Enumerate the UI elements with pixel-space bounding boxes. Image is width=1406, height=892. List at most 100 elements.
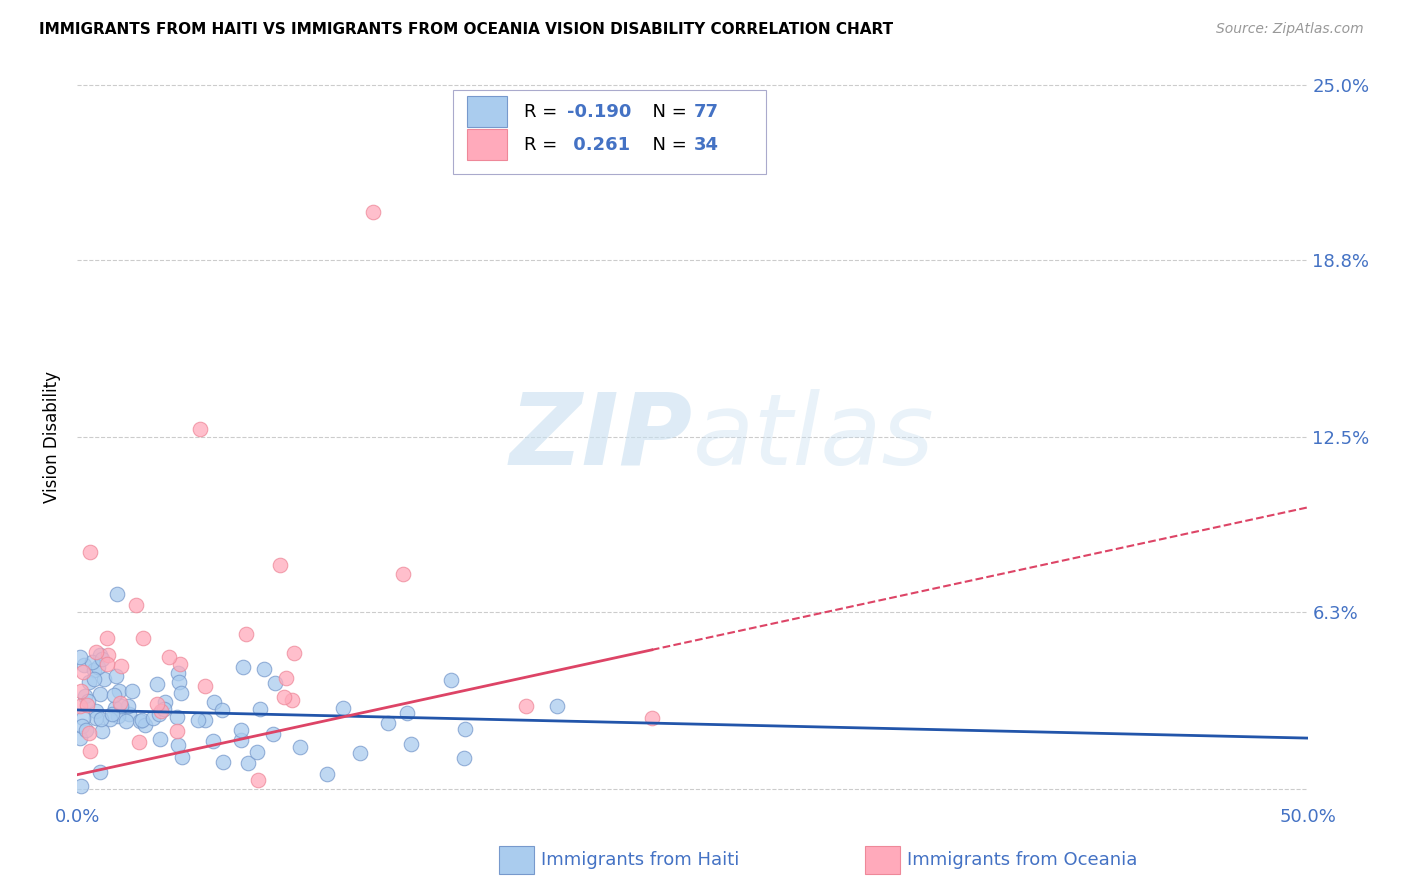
Point bbox=[103, 688, 125, 702]
Point bbox=[90, 652, 112, 666]
Point bbox=[101, 707, 124, 722]
Point bbox=[76, 698, 98, 713]
Point bbox=[264, 676, 287, 690]
Text: 0.261: 0.261 bbox=[567, 136, 630, 153]
Point bbox=[332, 701, 354, 715]
Point bbox=[169, 657, 191, 672]
Point bbox=[153, 695, 176, 709]
Point bbox=[249, 701, 271, 715]
Point bbox=[149, 732, 172, 747]
Text: 77: 77 bbox=[693, 103, 718, 120]
FancyBboxPatch shape bbox=[453, 90, 766, 174]
Point bbox=[454, 722, 477, 736]
Point bbox=[93, 672, 115, 686]
Point bbox=[70, 779, 93, 793]
Point bbox=[194, 713, 217, 727]
Text: N =: N = bbox=[641, 136, 692, 153]
Point bbox=[73, 689, 96, 703]
Point bbox=[170, 686, 193, 700]
Point bbox=[349, 746, 371, 760]
Point bbox=[89, 687, 111, 701]
Point bbox=[202, 734, 225, 748]
Point bbox=[79, 725, 101, 739]
Point bbox=[269, 558, 291, 572]
Point bbox=[128, 735, 150, 749]
Text: -0.190: -0.190 bbox=[567, 103, 631, 120]
Point bbox=[247, 772, 270, 787]
Point bbox=[157, 650, 180, 665]
Text: N =: N = bbox=[641, 103, 692, 120]
Point bbox=[641, 711, 664, 725]
Point bbox=[281, 693, 304, 707]
Point bbox=[69, 650, 91, 665]
Point bbox=[146, 697, 169, 711]
Point bbox=[212, 756, 235, 770]
Point bbox=[273, 690, 295, 704]
Text: Source: ZipAtlas.com: Source: ZipAtlas.com bbox=[1216, 22, 1364, 37]
Point bbox=[315, 767, 337, 781]
Point bbox=[69, 731, 91, 746]
Point bbox=[108, 697, 131, 711]
Text: IMMIGRANTS FROM HAITI VS IMMIGRANTS FROM OCEANIA VISION DISABILITY CORRELATION C: IMMIGRANTS FROM HAITI VS IMMIGRANTS FROM… bbox=[39, 22, 893, 37]
Point bbox=[131, 631, 153, 645]
FancyBboxPatch shape bbox=[467, 96, 506, 127]
Point bbox=[72, 711, 94, 725]
Point bbox=[153, 702, 176, 716]
Point bbox=[83, 663, 105, 677]
Point bbox=[150, 704, 173, 718]
Point bbox=[79, 545, 101, 559]
Point bbox=[232, 660, 254, 674]
Point bbox=[104, 701, 127, 715]
Point bbox=[134, 718, 156, 732]
Point bbox=[80, 655, 103, 669]
Point bbox=[167, 666, 190, 681]
Point bbox=[118, 706, 141, 721]
Point bbox=[110, 659, 132, 673]
Point bbox=[107, 684, 129, 698]
Point bbox=[166, 724, 188, 739]
Point bbox=[84, 704, 107, 718]
Point bbox=[84, 711, 107, 725]
Point bbox=[100, 712, 122, 726]
Point bbox=[104, 669, 127, 683]
Text: ZIP: ZIP bbox=[509, 389, 693, 485]
Point bbox=[246, 745, 269, 759]
Point bbox=[194, 679, 217, 693]
Point bbox=[91, 724, 114, 739]
Point bbox=[79, 744, 101, 758]
Point bbox=[87, 659, 110, 673]
Text: 34: 34 bbox=[693, 136, 718, 153]
Point bbox=[202, 695, 225, 709]
Text: Immigrants from Oceania: Immigrants from Oceania bbox=[907, 851, 1137, 869]
Point bbox=[89, 648, 111, 663]
Text: R =: R = bbox=[524, 103, 562, 120]
Point bbox=[515, 698, 537, 713]
Point bbox=[72, 719, 94, 733]
Point bbox=[96, 631, 118, 645]
Point bbox=[146, 677, 169, 691]
Point bbox=[439, 673, 461, 688]
Point bbox=[86, 645, 108, 659]
Point bbox=[77, 675, 100, 690]
Point bbox=[172, 750, 194, 764]
Point bbox=[115, 714, 138, 728]
Point bbox=[96, 657, 118, 671]
Point bbox=[131, 713, 153, 727]
Point bbox=[89, 765, 111, 780]
Point bbox=[253, 661, 276, 675]
Point bbox=[231, 732, 253, 747]
Point bbox=[75, 723, 97, 737]
Text: atlas: atlas bbox=[693, 389, 934, 485]
Point bbox=[236, 756, 259, 771]
Point bbox=[361, 205, 384, 219]
Point bbox=[73, 657, 96, 672]
Point bbox=[110, 699, 132, 714]
Point bbox=[288, 739, 311, 754]
Point bbox=[391, 567, 413, 582]
Point bbox=[229, 723, 252, 737]
Point bbox=[395, 706, 418, 720]
FancyBboxPatch shape bbox=[467, 129, 506, 160]
Y-axis label: Vision Disability: Vision Disability bbox=[44, 371, 62, 503]
Point bbox=[107, 587, 129, 601]
Point bbox=[399, 737, 422, 751]
